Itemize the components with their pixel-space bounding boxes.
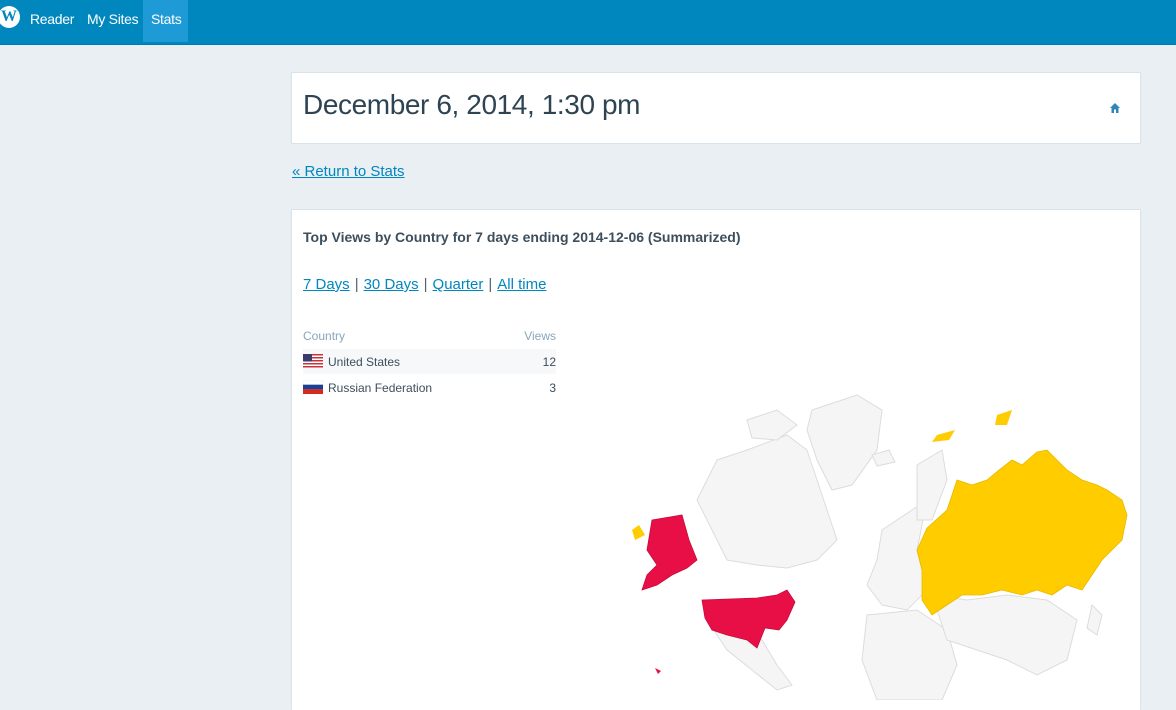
masterbar: W Reader My Sites Stats <box>0 0 1176 45</box>
card-title: Top Views by Country for 7 days ending 2… <box>303 229 741 245</box>
home-icon[interactable] <box>1110 103 1120 113</box>
map-arctic-islands <box>746 409 798 441</box>
nav-my-sites[interactable]: My Sites <box>87 11 139 27</box>
column-country: Country <box>303 329 346 343</box>
period-30-days-link[interactable]: 30 Days <box>363 276 419 293</box>
table-header: Country Views <box>303 329 556 343</box>
country-views: 12 <box>542 355 556 369</box>
country-name: United States <box>328 355 401 369</box>
map-russia-island <box>632 525 645 540</box>
nav-stats[interactable]: Stats <box>143 0 188 42</box>
map-russia-island <box>932 430 955 442</box>
period-7-days-link[interactable]: 7 Days <box>303 276 350 293</box>
map-japan <box>1086 603 1103 636</box>
header-card: December 6, 2014, 1:30 pm <box>292 73 1140 143</box>
us-flag-icon <box>303 354 323 368</box>
map-africa <box>861 609 958 700</box>
wordpress-logo-icon[interactable]: W <box>0 6 20 28</box>
period-all-time-link[interactable]: All time <box>497 276 547 293</box>
map-russia <box>916 449 1128 616</box>
separator: | <box>488 276 493 293</box>
country-name: Russian Federation <box>328 381 433 395</box>
country-views: 3 <box>549 381 556 395</box>
nav-reader[interactable]: Reader <box>30 11 75 27</box>
map-russia-island <box>995 410 1012 425</box>
map-alaska <box>641 514 698 591</box>
table-row: United States 12 <box>303 349 556 374</box>
map-greenland <box>806 394 883 491</box>
map-hawaii <box>655 668 661 674</box>
page-title: December 6, 2014, 1:30 pm <box>303 89 641 120</box>
return-to-stats-link[interactable]: « Return to Stats <box>292 163 405 180</box>
map-asia-south <box>931 594 1078 676</box>
column-views: Views <box>524 329 556 343</box>
separator: | <box>354 276 359 293</box>
map-scandinavia <box>916 449 948 521</box>
separator: | <box>423 276 428 293</box>
table-row: Russian Federation 3 <box>303 375 556 400</box>
ru-flag-icon <box>303 380 323 394</box>
country-views-card: Top Views by Country for 7 days ending 2… <box>292 210 1140 710</box>
period-selector: 7 Days | 30 Days | Quarter | All time <box>303 276 546 293</box>
map-iceland <box>871 449 896 467</box>
map-usa <box>701 589 796 649</box>
map-canada <box>696 434 838 569</box>
world-map <box>632 394 1128 700</box>
period-quarter-link[interactable]: Quarter <box>432 276 484 293</box>
